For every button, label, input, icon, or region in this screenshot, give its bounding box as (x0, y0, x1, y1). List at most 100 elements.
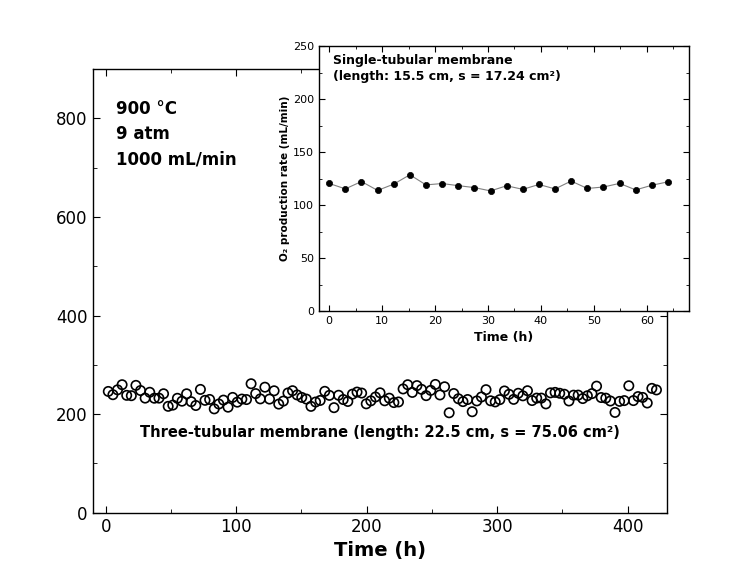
Point (194, 385, 206, 394)
Point (600, 393, 612, 403)
Point (116, 380, 128, 389)
Point (623, 381, 635, 391)
Point (503, 390, 515, 399)
Point (420, 391, 432, 400)
Point (208, 404, 220, 414)
Point (323, 179, 335, 188)
Point (466, 407, 478, 416)
Point (462, 395, 473, 404)
Point (121, 391, 133, 400)
Point (273, 400, 285, 409)
Point (402, 380, 413, 389)
Point (231, 397, 243, 407)
Point (365, 396, 376, 406)
Point (171, 393, 183, 403)
Point (135, 386, 147, 395)
Point (176, 397, 188, 406)
Point (254, 395, 266, 404)
Point (296, 393, 308, 402)
X-axis label: Time (h): Time (h) (474, 331, 534, 344)
Point (535, 393, 547, 403)
Point (181, 389, 193, 399)
Text: 900 °C
9 atm
1000 mL/min: 900 °C 9 atm 1000 mL/min (116, 100, 236, 168)
Point (533, 180, 545, 189)
Point (148, 393, 160, 403)
Point (372, 186, 384, 195)
Point (641, 399, 653, 408)
Point (360, 399, 372, 408)
Point (662, 177, 674, 187)
Point (328, 403, 340, 412)
Point (586, 389, 598, 398)
Point (434, 391, 446, 400)
Point (130, 381, 142, 390)
Point (337, 395, 349, 404)
Point (218, 396, 230, 405)
Point (549, 388, 561, 397)
Point (397, 384, 409, 393)
Point (508, 395, 519, 404)
Point (476, 392, 488, 401)
Point (494, 395, 506, 404)
Point (356, 388, 368, 397)
Point (489, 397, 501, 407)
Point (628, 396, 639, 405)
Point (468, 183, 480, 192)
Point (125, 391, 137, 400)
Point (517, 391, 529, 400)
Point (139, 393, 151, 403)
Point (522, 386, 534, 395)
Point (241, 395, 253, 404)
Point (404, 170, 416, 179)
Point (185, 397, 197, 406)
Point (618, 396, 630, 405)
Point (499, 386, 511, 396)
Point (406, 388, 418, 397)
Point (646, 384, 658, 393)
Point (204, 395, 216, 404)
Y-axis label: O₂ production rate (mL/min): O₂ production rate (mL/min) (280, 96, 290, 262)
Point (236, 395, 247, 404)
Point (448, 389, 459, 398)
Point (591, 381, 602, 391)
Point (339, 184, 351, 194)
Point (388, 398, 400, 407)
Point (222, 403, 234, 412)
Point (568, 391, 579, 400)
Point (416, 385, 428, 394)
Point (153, 393, 165, 403)
Point (287, 386, 299, 395)
Point (162, 401, 174, 411)
Point (572, 391, 584, 400)
Point (563, 396, 575, 406)
Point (291, 391, 303, 400)
Point (576, 394, 588, 403)
Point (614, 397, 625, 406)
Point (324, 391, 336, 400)
Point (102, 387, 114, 396)
Point (190, 401, 202, 410)
Point (213, 399, 225, 408)
Point (277, 396, 289, 406)
Point (549, 184, 561, 194)
Point (342, 397, 353, 406)
Point (443, 408, 455, 418)
Point (388, 180, 399, 189)
Point (430, 380, 442, 389)
Point (452, 181, 464, 190)
Text: Single-tubular membrane
(length: 15.5 cm, s = 17.24 cm²): Single-tubular membrane (length: 15.5 cm… (333, 54, 562, 83)
Point (379, 396, 391, 406)
Point (565, 176, 577, 185)
Point (526, 396, 538, 405)
Point (351, 388, 363, 397)
Point (199, 396, 211, 405)
Point (597, 183, 609, 192)
Point (637, 393, 648, 402)
Point (144, 388, 156, 397)
Point (485, 186, 496, 195)
Point (107, 390, 119, 399)
Point (425, 386, 436, 395)
Point (393, 397, 405, 407)
Point (227, 393, 239, 402)
Point (457, 397, 469, 406)
